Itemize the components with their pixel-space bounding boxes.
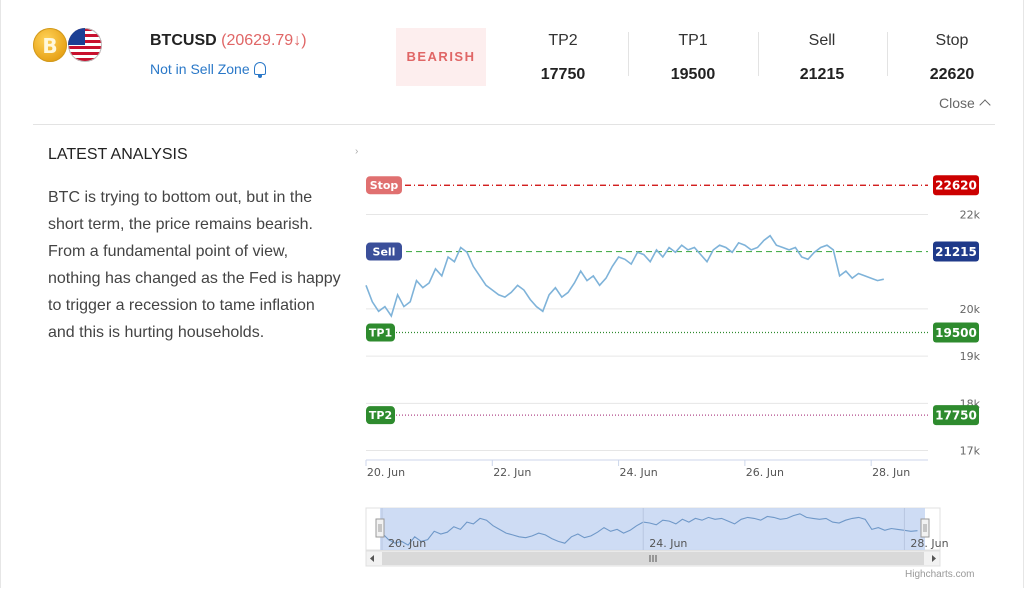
analysis-title: LATEST ANALYSIS bbox=[48, 146, 188, 163]
level-tp1-value: 19500 bbox=[670, 66, 716, 83]
level-divider bbox=[758, 32, 759, 76]
plot-line-tag-stop bbox=[366, 176, 402, 195]
plot-line-value-badge bbox=[933, 175, 979, 196]
scroll-right-icon[interactable] bbox=[932, 555, 936, 562]
scroll-left-icon[interactable] bbox=[370, 555, 374, 562]
plot-line-value: 22620 bbox=[935, 179, 977, 193]
plot-line-tag-tp2 bbox=[366, 406, 395, 425]
symbol-title: BTCUSD (20629.79↓) bbox=[150, 32, 307, 50]
bitcoin-glyph: B bbox=[42, 34, 58, 58]
plot-line-name: Sell bbox=[373, 246, 396, 259]
plot-line-name: TP2 bbox=[369, 409, 392, 422]
plot-line-tag-sell bbox=[366, 242, 402, 261]
analysis-text: BTC is trying to bottom out, but in the … bbox=[48, 189, 341, 341]
level-tp1: TP1 19500 bbox=[638, 32, 748, 84]
navigator-tick-label: 28. Jun bbox=[910, 537, 948, 550]
x-tick-label: 28. Jun bbox=[872, 466, 910, 479]
current-price: (20629.79↓) bbox=[221, 32, 307, 49]
plot-line-value-badge bbox=[933, 405, 979, 426]
plot-line-value: 19500 bbox=[935, 326, 977, 340]
navigator-handle-right[interactable] bbox=[920, 518, 930, 538]
level-stop: Stop 22620 bbox=[897, 32, 1007, 84]
bias-badge: BEARISH bbox=[396, 28, 486, 86]
navigator-tick-label: 20. Jun bbox=[388, 537, 426, 550]
level-divider bbox=[887, 32, 888, 76]
us-flag-icon bbox=[68, 28, 102, 62]
bell-icon[interactable] bbox=[253, 62, 266, 78]
expand-chevron-icon[interactable]: › bbox=[355, 146, 359, 157]
x-tick-label: 20. Jun bbox=[367, 466, 405, 479]
level-sell-label: Sell bbox=[808, 32, 836, 49]
navigator-tick-label: 24. Jun bbox=[649, 537, 687, 550]
x-tick-label: 26. Jun bbox=[746, 466, 784, 479]
level-tp2-label: TP2 bbox=[548, 32, 578, 49]
level-divider bbox=[628, 32, 629, 76]
level-tp2: TP2 17750 bbox=[508, 32, 618, 84]
plot-line-value-badge bbox=[933, 322, 979, 343]
y-tick-label: 17k bbox=[960, 445, 981, 458]
plot-line-name: TP1 bbox=[369, 327, 392, 340]
navigator-series-line bbox=[381, 513, 918, 546]
zone-status-label: Not in Sell Zone bbox=[150, 61, 250, 77]
x-tick-label: 24. Jun bbox=[619, 466, 657, 479]
level-tp2-value: 17750 bbox=[540, 66, 586, 83]
y-tick-label: 20k bbox=[960, 303, 981, 316]
zone-status[interactable]: Not in Sell Zone bbox=[150, 61, 266, 78]
y-tick-label: 22k bbox=[960, 208, 981, 221]
chart-credits[interactable]: Highcharts.com bbox=[905, 569, 975, 580]
level-sell-value: 21215 bbox=[799, 66, 845, 83]
level-stop-value: 22620 bbox=[929, 66, 975, 83]
plot-line-value: 17750 bbox=[935, 409, 977, 423]
symbol-name: BTCUSD bbox=[150, 32, 217, 49]
plot-line-value-badge bbox=[933, 241, 979, 262]
plot-line-name: Stop bbox=[370, 179, 399, 192]
level-sell: Sell 21215 bbox=[767, 32, 877, 84]
x-tick-label: 22. Jun bbox=[493, 466, 531, 479]
navigator-selection[interactable] bbox=[380, 508, 925, 550]
navigator-handle-left[interactable] bbox=[375, 518, 385, 538]
close-toggle[interactable]: Close bbox=[939, 95, 991, 111]
level-stop-label: Stop bbox=[935, 32, 969, 49]
level-tp1-label: TP1 bbox=[678, 32, 708, 49]
close-label: Close bbox=[939, 95, 975, 111]
plot-line-tag-tp1 bbox=[366, 323, 395, 342]
bitcoin-icon: B bbox=[33, 28, 67, 62]
price-series-line bbox=[365, 234, 884, 318]
y-tick-label: 19k bbox=[960, 350, 981, 363]
divider bbox=[33, 124, 995, 125]
plot-line-value: 21215 bbox=[935, 245, 977, 259]
